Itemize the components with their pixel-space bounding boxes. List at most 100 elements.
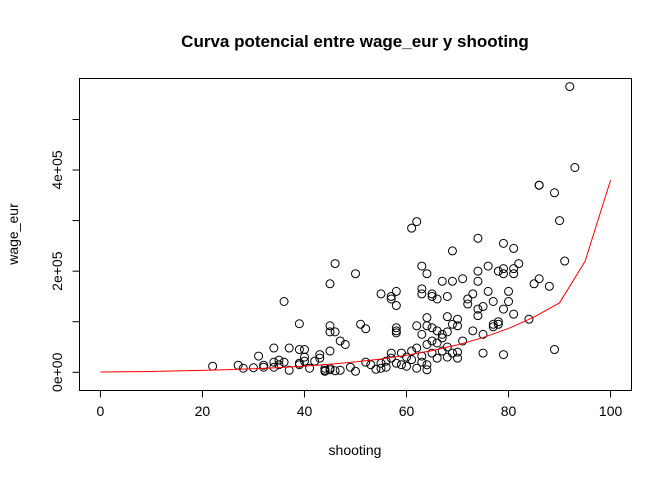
data-point [498,238,508,248]
data-point [320,366,330,376]
data-point [381,362,391,372]
data-point [376,363,386,373]
data-point [565,82,575,92]
data-point [325,346,335,356]
data-point [509,264,519,274]
fit-curve [100,179,612,373]
data-point [473,233,483,243]
data-point [524,314,534,324]
data-point [504,297,514,307]
data-point [453,347,463,357]
data-point [442,327,452,337]
data-point [509,243,519,253]
data-point [412,343,422,353]
data-point [447,276,457,286]
data-point [391,358,401,368]
y-axis-label: wage_eur [5,203,21,266]
data-point [442,291,452,301]
data-point [294,345,304,355]
data-point [463,294,473,304]
points-layer [208,82,580,376]
data-point [417,261,427,271]
data-point [269,343,279,353]
data-point [432,353,442,363]
data-point [361,324,371,334]
x-tick-label: 20 [195,403,211,419]
data-point [376,289,386,299]
y-tick-label: 2e+05 [49,251,65,291]
data-point [549,188,559,198]
data-point [514,259,524,269]
x-tick-label: 100 [599,403,623,419]
data-point [458,336,468,346]
data-point [427,336,437,346]
data-point [407,346,417,356]
data-point [427,323,437,333]
data-point [478,348,488,358]
data-point [315,350,325,360]
data-point [432,338,442,348]
data-point [391,301,401,311]
data-point [422,321,432,331]
data-point [254,351,264,361]
x-axis: 0 20 40 60 80 100 [97,390,623,419]
data-point [534,274,544,284]
data-point [498,269,508,279]
data-point [345,362,355,372]
data-point [366,360,376,370]
data-point [402,352,412,362]
data-point [412,321,422,331]
data-point [330,259,340,269]
data-point [386,291,396,301]
data-point [325,327,335,337]
data-point [381,356,391,366]
data-point [509,309,519,319]
data-point [274,360,284,370]
data-point [422,360,432,370]
data-point [555,216,565,226]
data-point [259,360,269,370]
data-point [299,356,309,366]
data-point [442,312,452,322]
data-point [269,357,279,367]
data-point [560,256,570,266]
data-point [432,294,442,304]
y-tick-label: 0e+00 [49,352,65,392]
data-point [417,289,427,299]
data-point [483,286,493,296]
data-point [294,319,304,329]
data-point [325,279,335,289]
data-point [294,358,304,368]
data-point [402,361,412,371]
data-point [391,286,401,296]
data-point [483,261,493,271]
data-point [458,274,468,284]
data-point [356,319,366,329]
data-point [417,357,427,367]
data-point [371,364,381,374]
x-tick-label: 60 [399,403,415,419]
y-tick-label: 4e+05 [49,150,65,190]
data-point [361,357,371,367]
data-point [412,217,422,227]
data-point [335,365,345,375]
data-point [412,363,422,373]
data-point [274,355,284,365]
data-point [340,339,350,349]
data-point [284,343,294,353]
data-point [442,342,452,352]
data-point [386,294,396,304]
data-point [488,297,498,307]
data-point [351,366,360,376]
data-point [351,269,360,279]
data-point [498,350,508,360]
data-point [493,266,503,276]
data-point [396,360,406,370]
data-point [427,348,437,358]
data-point [453,321,463,331]
data-point [325,321,335,331]
data-point [330,327,340,337]
data-point [284,365,294,375]
data-point [330,366,340,376]
